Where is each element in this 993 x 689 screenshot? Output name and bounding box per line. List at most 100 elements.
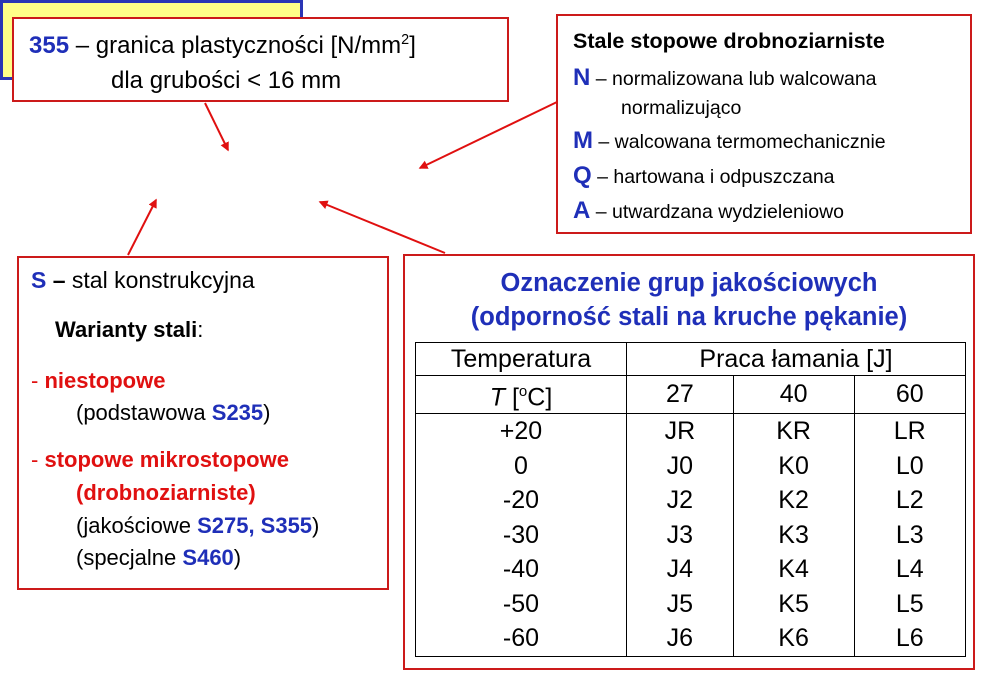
table-row: 0 J0 K0 L0 xyxy=(415,448,966,484)
table-subheader-row: T [oC] 27 40 60 xyxy=(415,374,966,415)
temp-cell: -40 xyxy=(415,552,627,587)
grade-cell: KR xyxy=(732,413,855,449)
yield-close: ] xyxy=(409,32,416,59)
alloy-text-n-2: normalizująco xyxy=(621,97,742,119)
quality-title-line-2: (odporność stali na kruche pękanie) xyxy=(470,303,908,331)
quality-grade-table: Temperatura Praca łamania [J] T [oC] 27 … xyxy=(415,342,966,658)
grade-cell: K6 xyxy=(732,621,855,658)
quality-title-line-1: Oznaczenie grup jakościowych xyxy=(500,269,878,297)
grade-cell: K0 xyxy=(732,448,855,484)
temp-cell: -60 xyxy=(415,621,627,658)
yield-line-2: dla grubości < 16 mm xyxy=(111,67,342,94)
alloy-item-m: M – walcowana termomechanicznie xyxy=(573,127,886,155)
grade-cell: L6 xyxy=(853,621,966,658)
table-row: -50 J5 K5 L5 xyxy=(415,586,966,622)
temp-cell: -30 xyxy=(415,517,627,553)
work-header: Praca łamania [J] xyxy=(626,342,966,376)
temp-header: Temperatura xyxy=(415,342,627,376)
temp-cell: -50 xyxy=(415,586,627,622)
grade-cell: L0 xyxy=(853,448,966,484)
alloy-item-a: A – utwardzana wydzieleniowo xyxy=(573,197,844,225)
grade-cell: L3 xyxy=(853,517,966,553)
variant-1-name: niestopowe xyxy=(44,368,166,393)
alloy-letter-n: N xyxy=(573,64,591,91)
table-row: -20 J2 K2 L2 xyxy=(415,483,966,518)
variant-1-dash: - xyxy=(31,368,39,393)
yield-number: 355 xyxy=(29,32,70,59)
temp-symbol: T xyxy=(489,383,506,412)
variants-label: Warianty stali xyxy=(55,317,198,342)
grade-cell: J5 xyxy=(626,586,734,622)
yield-line-1: 355 – granica plastyczności [N/mm2] xyxy=(29,32,416,60)
grade-cell: J2 xyxy=(626,483,734,518)
steel-letter: S xyxy=(31,267,47,293)
steel-definition: S – stal konstrukcyjna xyxy=(31,267,255,294)
variant-2: - stopowe mikrostopowe xyxy=(31,447,289,473)
variant-2-detail-open: (jakościowe xyxy=(76,513,191,538)
grade-cell: J4 xyxy=(626,552,734,587)
alloy-text-a: – utwardzana wydzieleniowo xyxy=(595,201,844,223)
alloy-letter-a: A xyxy=(573,197,591,224)
grade-cell: L5 xyxy=(853,586,966,622)
variant-3-detail-open: (specjalne xyxy=(76,545,177,570)
arrow-steel xyxy=(127,198,157,256)
steel-desc: stal konstrukcyjna xyxy=(71,267,255,293)
variant-2-name-2: (drobnoziarniste) xyxy=(76,480,256,505)
grade-cell: JR xyxy=(626,413,734,449)
arrow-yield xyxy=(204,102,229,152)
grade-cell: K3 xyxy=(732,517,855,553)
alloy-steels-box: Stale stopowe drobnoziarniste N – normal… xyxy=(556,14,972,234)
quality-groups-box: Oznaczenie grup jakościowych (odporność … xyxy=(403,254,975,670)
variant-2-detail: (jakościowe S275, S355) xyxy=(76,513,319,539)
energy-60: 60 xyxy=(853,374,966,415)
variants-heading: Warianty stali: xyxy=(55,317,203,343)
temp-degree: o xyxy=(518,383,528,400)
variant-2-name: stopowe mikrostopowe xyxy=(44,447,289,472)
table-row: -40 J4 K4 L4 xyxy=(415,552,966,587)
grade-cell: J6 xyxy=(626,621,734,658)
variant-2-dash: - xyxy=(31,447,39,472)
yield-exponent: 2 xyxy=(401,32,410,48)
grade-cell: J3 xyxy=(626,517,734,553)
alloy-text-n: – normalizowana lub walcowana xyxy=(595,68,877,90)
grade-cell: J0 xyxy=(626,448,734,484)
table-row: +20 JR KR LR xyxy=(415,413,966,449)
energy-40: 40 xyxy=(732,374,855,415)
temp-cell: +20 xyxy=(415,413,627,449)
grade-cell: K5 xyxy=(732,586,855,622)
variant-3-grade: S460 xyxy=(182,545,234,570)
variant-1: - niestopowe xyxy=(31,368,165,394)
grade-cell: LR xyxy=(853,413,966,449)
yield-strength-box: 355 – granica plastyczności [N/mm2] dla … xyxy=(12,17,509,102)
alloy-letter-m: M xyxy=(573,127,593,154)
temp-unit-open: [ xyxy=(505,383,519,412)
alloy-text-q: – hartowana i odpuszczana xyxy=(597,166,835,188)
table-row: -30 J3 K3 L3 xyxy=(415,517,966,553)
temp-cell: 0 xyxy=(415,448,627,484)
steel-dash: – xyxy=(52,267,66,293)
variant-1-detail: (podstawowa S235) xyxy=(76,400,270,426)
alloy-letter-q: Q xyxy=(573,162,592,189)
alloy-title: Stale stopowe drobnoziarniste xyxy=(573,29,885,53)
grade-cell: K4 xyxy=(732,552,855,587)
temp-symbol-header: T [oC] xyxy=(415,374,627,415)
table-row: -60 J6 K6 L6 xyxy=(415,621,966,658)
variants-colon: : xyxy=(197,317,204,342)
table-header-row: Temperatura Praca łamania [J] xyxy=(415,342,966,376)
arrow-alloy xyxy=(418,101,558,169)
variant-1-detail-open: (podstawowa xyxy=(76,400,206,425)
grade-cell: L4 xyxy=(853,552,966,587)
grade-cell: K2 xyxy=(732,483,855,518)
quality-title: Oznaczenie grup jakościowych (odporność … xyxy=(405,266,973,334)
variant-3-detail-close: ) xyxy=(233,545,242,570)
variant-3-detail: (specjalne S460) xyxy=(76,545,241,571)
grade-cell: L2 xyxy=(853,483,966,518)
arrow-quality xyxy=(318,200,446,254)
variant-2-grades: S275, S355 xyxy=(197,513,313,538)
alloy-text-m: – walcowana termomechanicznie xyxy=(598,131,886,153)
variant-2-detail-close: ) xyxy=(312,513,320,538)
structural-steel-box: S – stal konstrukcyjna Warianty stali: -… xyxy=(17,256,389,590)
energy-27: 27 xyxy=(626,374,734,415)
variant-1-grade: S235 xyxy=(211,400,264,425)
temp-unit-close: C] xyxy=(527,383,553,412)
